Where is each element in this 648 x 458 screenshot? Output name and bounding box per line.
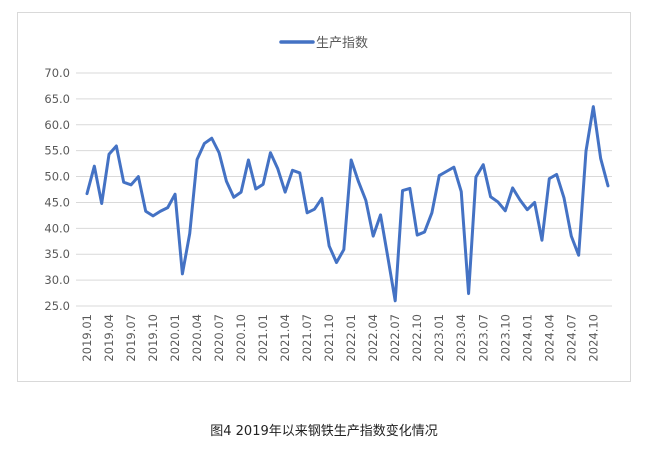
x-tick-label: 2020.01 — [168, 314, 182, 362]
x-tick-label: 2019.07 — [124, 314, 138, 362]
x-tick-label: 2021.07 — [300, 314, 314, 362]
legend-label: 生产指数 — [316, 36, 368, 51]
x-tick-label: 2019.10 — [146, 314, 160, 362]
x-tick-label: 2020.04 — [190, 314, 204, 362]
x-axis-ticks: 2019.01 2019.04 2019.07 2019.10 2020.01 2020.… — [80, 314, 600, 362]
x-tick-label: 2023.10 — [498, 314, 512, 362]
y-tick-label: 45.0 — [44, 195, 70, 209]
x-tick-label: 2022.01 — [344, 314, 358, 362]
x-tick-label: 2020.07 — [212, 314, 226, 362]
y-axis-ticks: 25.0 30.0 35.0 40.0 45.0 50.0 55.0 60.0 65.0 70.0 — [44, 66, 70, 313]
x-tick-label: 2021.01 — [256, 314, 270, 362]
y-tick-label: 55.0 — [44, 144, 70, 158]
series-lines — [85, 105, 610, 303]
y-tick-label: 40.0 — [44, 221, 70, 235]
y-tick-label: 35.0 — [44, 247, 70, 261]
y-tick-label: 25.0 — [44, 299, 70, 313]
x-tick-label: 2019.04 — [102, 314, 116, 362]
x-tick-label: 2023.01 — [432, 314, 446, 362]
x-tick-label: 2021.04 — [278, 314, 292, 362]
x-tick-label: 2019.01 — [80, 314, 94, 362]
y-tick-label: 30.0 — [44, 273, 70, 287]
line-chart: 25.0 30.0 35.0 40.0 45.0 50.0 55.0 60.0 65.0 70.0… — [44, 36, 612, 362]
x-tick-label: 2020.10 — [234, 314, 248, 362]
x-tick-label: 2022.07 — [388, 314, 402, 362]
x-tick-label: 2023.04 — [454, 314, 468, 362]
x-tick-label: 2022.10 — [410, 314, 424, 362]
chart-frame: 25.0 30.0 35.0 40.0 45.0 50.0 55.0 60.0 65.0 70.0… — [17, 12, 631, 382]
x-tick-label: 2022.04 — [366, 314, 380, 362]
y-tick-label: 65.0 — [44, 92, 70, 106]
gridlines — [76, 72, 612, 307]
legend: 生产指数 — [279, 36, 368, 51]
x-tick-label: 2024.07 — [564, 314, 578, 362]
x-tick-label: 2024.10 — [586, 314, 600, 362]
y-tick-label: 60.0 — [44, 118, 70, 132]
x-tick-label: 2024.04 — [542, 314, 556, 362]
y-tick-label: 50.0 — [44, 170, 70, 184]
figure-caption: 图4 2019年以来钢铁生产指数变化情况 — [210, 424, 438, 439]
series-line — [85, 105, 610, 303]
x-tick-label: 2024.01 — [520, 314, 534, 362]
y-tick-label: 70.0 — [44, 66, 70, 80]
x-tick-label: 2023.07 — [476, 314, 490, 362]
x-tick-label: 2021.10 — [322, 314, 336, 362]
